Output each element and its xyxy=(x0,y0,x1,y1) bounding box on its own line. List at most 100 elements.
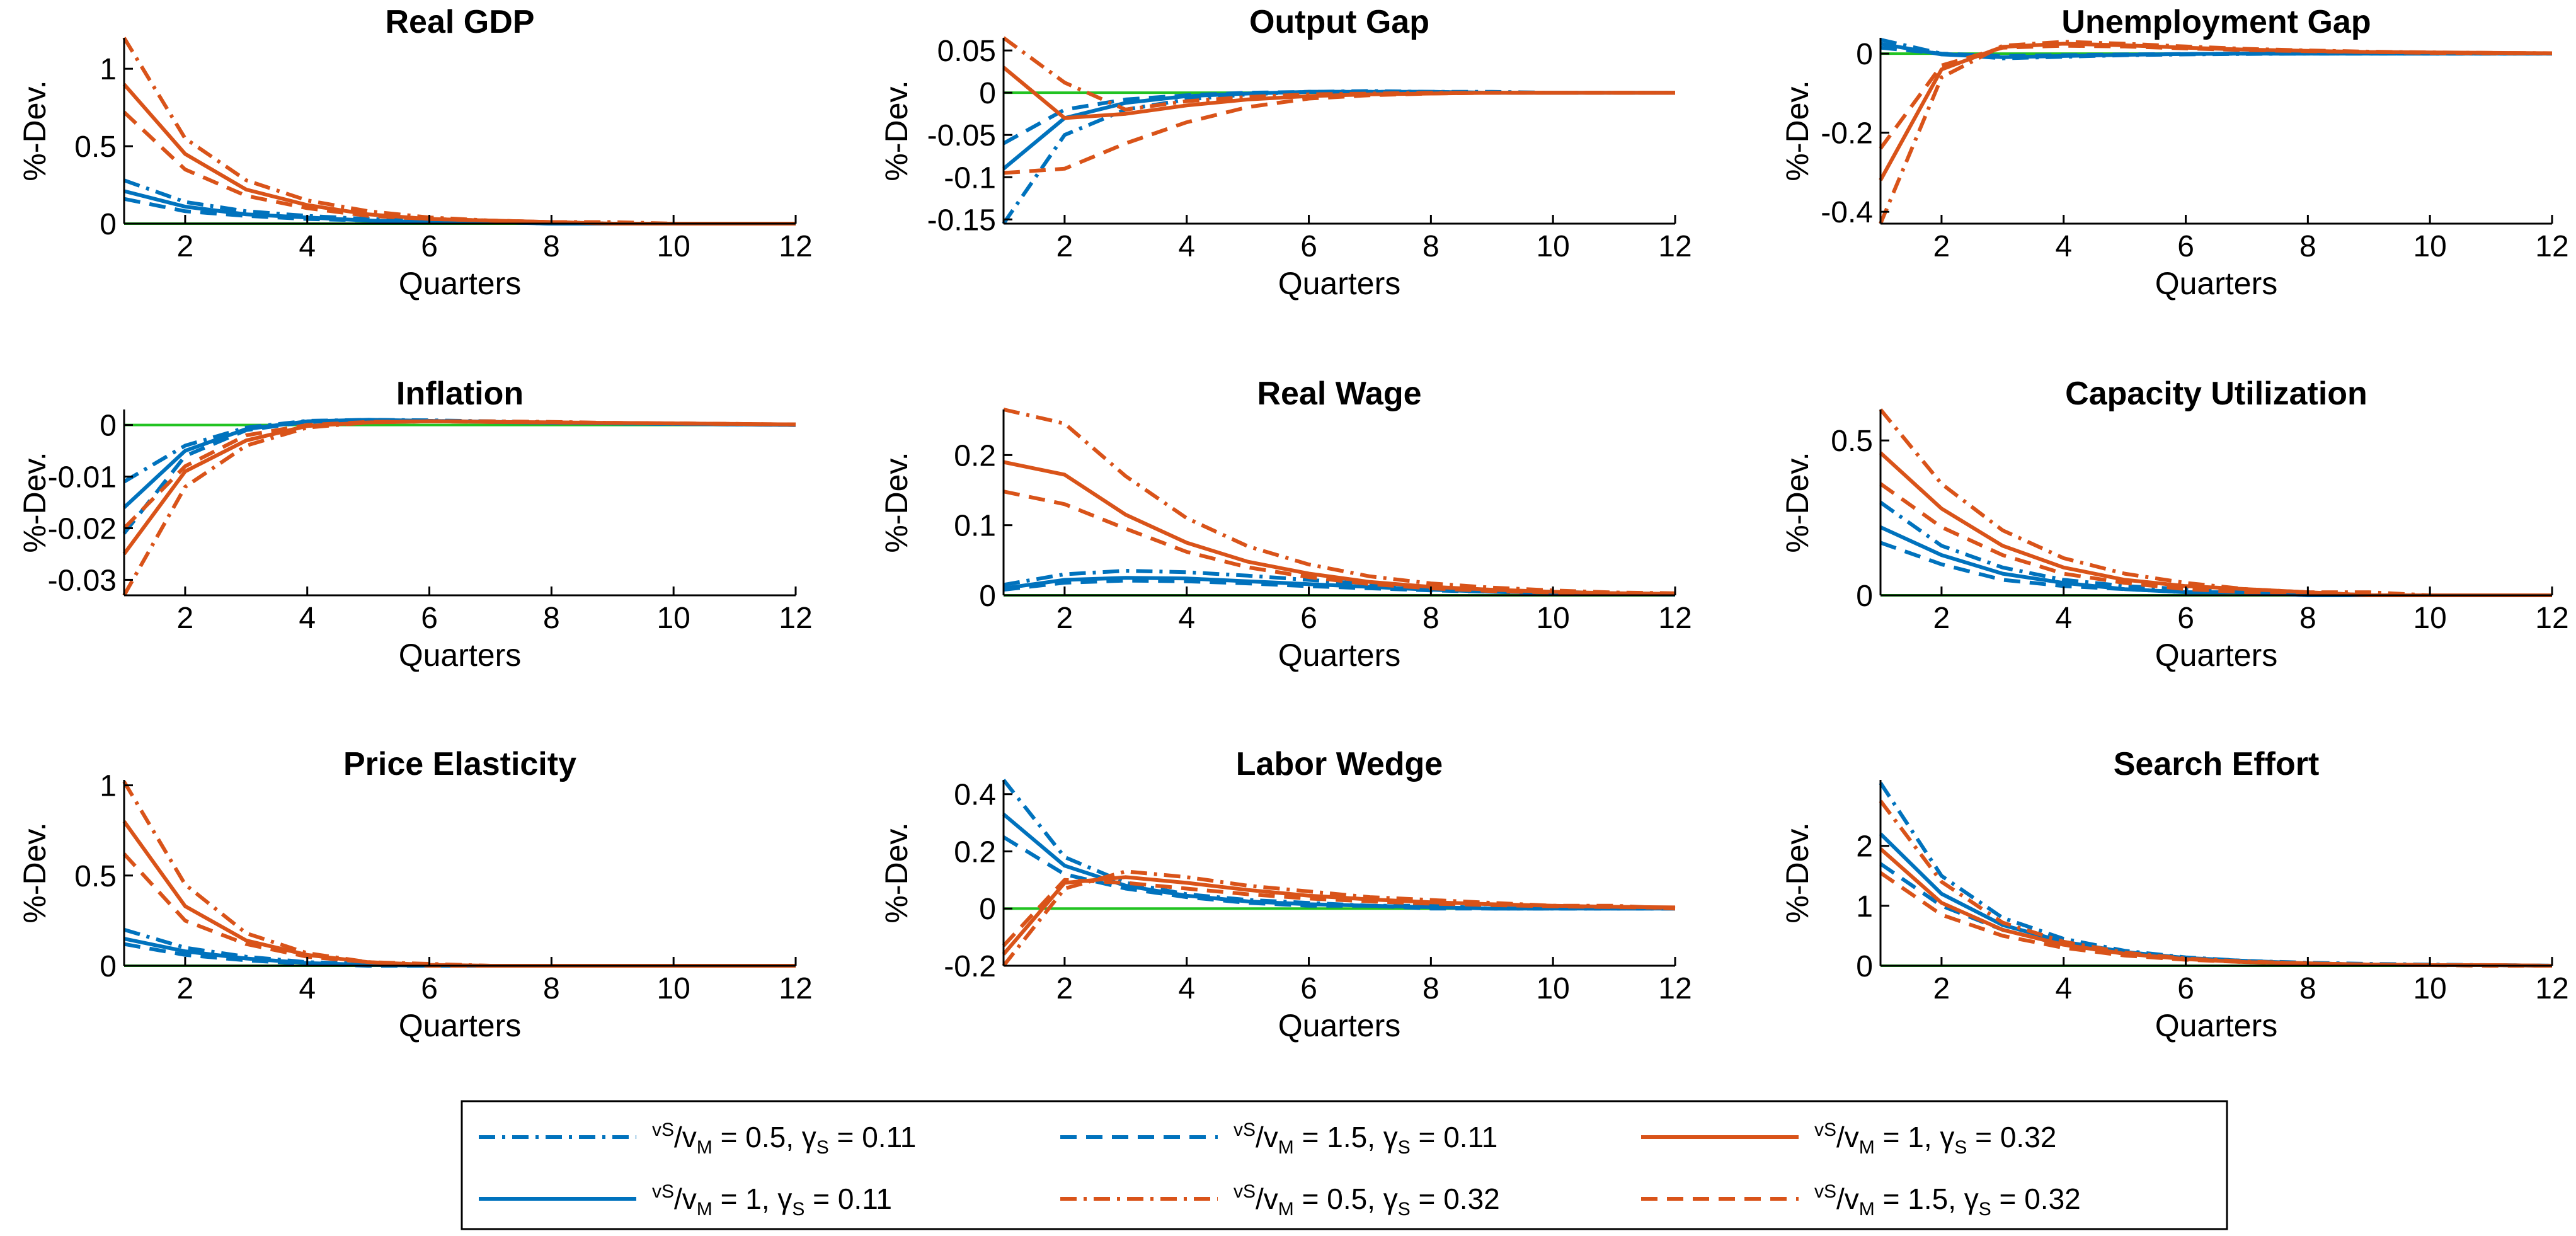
panel-title: Real Wage xyxy=(1257,375,1421,412)
legend-label-part: 0.5 xyxy=(1327,1182,1367,1215)
x-tick-label: 10 xyxy=(1536,602,1569,635)
legend-label-part: = xyxy=(1967,1121,2000,1153)
series-line-low-dashdot xyxy=(1002,89,1675,225)
legend-label: vS/vM = 1.5, γS = 0.32 xyxy=(1814,1181,2081,1220)
x-tick-label: 2 xyxy=(177,602,194,635)
series-line-high-solid xyxy=(1002,66,1675,120)
x-tick-label: 2 xyxy=(1056,972,1073,1005)
legend-label-part: = xyxy=(1875,1182,1908,1215)
legend-label-part: S xyxy=(1398,1199,1411,1220)
legend-label-part: γ xyxy=(1383,1121,1398,1153)
legend-label-part: 1 xyxy=(1908,1121,1924,1153)
panel-title: Search Effort xyxy=(2114,746,2320,782)
y-axis-label: %-Dev. xyxy=(1780,452,1815,552)
panel-output-gap: Output Gap 2 4 6 8 10 12 -0.15 -0.1 -0.05 0 0.05 Qua… xyxy=(879,4,1692,301)
legend-label-part: , xyxy=(1367,1121,1383,1153)
legend-label-part: S xyxy=(1824,1119,1836,1140)
legend-label-part: , xyxy=(762,1182,778,1215)
x-tick-label: 8 xyxy=(2299,602,2316,635)
legend-label-part: , xyxy=(786,1121,802,1153)
legend-label: vS/vM = 1, γS = 0.11 xyxy=(652,1181,892,1220)
legend-label-part: v xyxy=(1845,1182,1859,1215)
legend-label-part: / xyxy=(674,1121,682,1153)
y-tick-label: -0.05 xyxy=(927,119,996,152)
x-axis-label: Quarters xyxy=(2155,1008,2278,1043)
y-axis-label: %-Dev. xyxy=(17,822,52,923)
x-tick-label: 8 xyxy=(2299,230,2316,263)
x-tick-label: 2 xyxy=(177,972,194,1005)
x-tick-label: 12 xyxy=(1658,972,1692,1005)
legend-label-part: γ xyxy=(1383,1182,1398,1215)
x-tick-label: 6 xyxy=(1300,230,1317,263)
legend-label-part: v xyxy=(1234,1181,1243,1202)
legend-label-part: S xyxy=(1954,1137,1967,1158)
series-line-low-dashdot xyxy=(1002,779,1675,911)
y-tick-label: 0.2 xyxy=(954,835,996,869)
x-tick-label: 10 xyxy=(2413,972,2446,1005)
legend-label: vS/vM = 0.5, γS = 0.32 xyxy=(1234,1181,1500,1220)
legend-label-part: / xyxy=(1836,1182,1845,1215)
legend-label-part: γ xyxy=(1940,1121,1954,1153)
y-axis-label: %-Dev. xyxy=(1780,822,1815,923)
legend-entry: vS/vM = 0.5, γS = 0.11 xyxy=(479,1119,916,1158)
x-tick-label: 12 xyxy=(2535,230,2568,263)
x-tick-label: 4 xyxy=(1178,230,1195,263)
legend-label-part: 0.5 xyxy=(745,1121,786,1153)
series-line-high-dashdot xyxy=(1002,36,1675,112)
legend-label-part: γ xyxy=(802,1121,816,1153)
x-tick-label: 4 xyxy=(2055,602,2072,635)
x-tick-label: 12 xyxy=(2535,602,2568,635)
y-axis-label: %-Dev. xyxy=(879,80,914,181)
series-line-high-dashdot xyxy=(1879,40,2553,225)
x-tick-label: 12 xyxy=(779,972,812,1005)
y-axis-label: %-Dev. xyxy=(17,452,52,552)
x-tick-label: 6 xyxy=(421,230,438,263)
legend-label-part: 1 xyxy=(745,1182,762,1215)
legend-label-part: v xyxy=(682,1121,697,1153)
legend-label-part: S xyxy=(1243,1119,1256,1140)
series-line-low-dashed xyxy=(1002,89,1675,146)
legend: vS/vM = 0.5, γS = 0.11 vS/vM = 1.5, γS = … xyxy=(461,1100,2228,1230)
y-tick-label: 1 xyxy=(100,53,117,86)
legend-label-part: M xyxy=(1859,1199,1875,1220)
x-axis-label: Quarters xyxy=(399,266,522,301)
legend-label-part: M xyxy=(1278,1199,1294,1220)
legend-label-part: = xyxy=(804,1182,837,1215)
legend-label-part: S xyxy=(661,1181,674,1202)
legend-label-part: = xyxy=(1875,1121,1908,1153)
series-line-high-dashed xyxy=(1002,878,1676,947)
y-tick-label: -0.02 xyxy=(48,512,117,546)
y-tick-label: 0 xyxy=(1856,580,1873,613)
panel-title: Real GDP xyxy=(386,4,535,40)
legend-label-part: S xyxy=(792,1199,804,1220)
x-tick-label: 12 xyxy=(779,230,812,263)
panel-title: Labor Wedge xyxy=(1236,746,1443,782)
x-tick-label: 10 xyxy=(656,602,690,635)
legend-label-part: v xyxy=(652,1181,661,1202)
x-tick-label: 4 xyxy=(299,602,316,635)
legend-label-part: v xyxy=(682,1182,697,1215)
legend-label-part: / xyxy=(1256,1182,1264,1215)
legend-label: vS/vM = 0.5, γS = 0.11 xyxy=(652,1119,916,1158)
panel-unemployment-gap: Unemployment Gap 2 4 6 8 10 12 -0.4 -0.2 0 Quarter… xyxy=(1780,4,2569,301)
y-tick-label: 2 xyxy=(1856,830,1873,864)
panel-title: Inflation xyxy=(396,375,524,412)
y-tick-label: 0 xyxy=(979,580,996,613)
y-axis-label: %-Dev. xyxy=(879,452,914,552)
series-line-high-solid xyxy=(122,419,796,556)
x-tick-label: 4 xyxy=(2055,230,2072,263)
x-tick-label: 12 xyxy=(1658,602,1692,635)
y-tick-label: -0.03 xyxy=(48,564,117,597)
x-axis-label: Quarters xyxy=(399,638,522,673)
legend-label-part: M xyxy=(1278,1137,1294,1158)
series-line-high-dashed xyxy=(1879,43,2552,150)
x-tick-label: 8 xyxy=(1423,602,1440,635)
x-tick-label: 2 xyxy=(1933,972,1950,1005)
legend-label-part: v xyxy=(652,1119,661,1140)
series-line-low-solid xyxy=(1879,525,2552,597)
legend-label: vS/vM = 1, γS = 0.32 xyxy=(1814,1119,2056,1158)
legend-label-part: / xyxy=(1836,1121,1845,1153)
legend-label-part: v xyxy=(1234,1119,1243,1140)
y-tick-label: 0 xyxy=(979,77,996,110)
